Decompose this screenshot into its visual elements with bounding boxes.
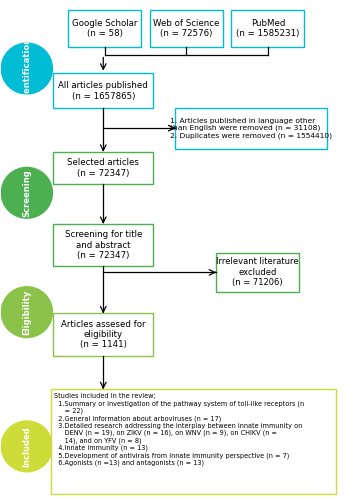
FancyBboxPatch shape [53, 314, 153, 356]
Text: Screening: Screening [22, 169, 32, 216]
Text: All articles published
(n = 1657865): All articles published (n = 1657865) [58, 81, 148, 100]
Text: Included: Included [22, 426, 32, 467]
Text: Eligibility: Eligibility [22, 290, 32, 335]
Text: Web of Science
(n = 72576): Web of Science (n = 72576) [153, 19, 219, 38]
Text: PubMed
(n = 1585231): PubMed (n = 1585231) [236, 19, 300, 38]
Text: Selected articles
(n = 72347): Selected articles (n = 72347) [67, 158, 139, 178]
FancyBboxPatch shape [53, 224, 153, 266]
Text: Articles assesed for
eligibility
(n = 1141): Articles assesed for eligibility (n = 11… [61, 320, 145, 350]
FancyBboxPatch shape [53, 74, 153, 108]
Ellipse shape [1, 42, 53, 94]
Ellipse shape [1, 420, 53, 472]
FancyBboxPatch shape [175, 108, 326, 148]
Text: Screening for title
and abstract
(n = 72347): Screening for title and abstract (n = 72… [64, 230, 142, 260]
Text: Google Scholar
(n = 58): Google Scholar (n = 58) [72, 19, 137, 38]
Text: 1. Articles published in language other
than English were removed (n = 31108)
2.: 1. Articles published in language other … [170, 118, 332, 139]
FancyBboxPatch shape [53, 152, 153, 184]
FancyBboxPatch shape [216, 253, 299, 292]
FancyBboxPatch shape [50, 389, 336, 494]
Text: Irrelevant literature
excluded
(n = 71206): Irrelevant literature excluded (n = 7120… [217, 258, 299, 288]
Text: Identification: Identification [22, 36, 32, 100]
Ellipse shape [1, 286, 53, 339]
FancyBboxPatch shape [231, 10, 304, 48]
Text: Studies included in the review;
  1.Summary or investigation of the pathway syst: Studies included in the review; 1.Summar… [54, 393, 304, 466]
FancyBboxPatch shape [150, 10, 223, 48]
Ellipse shape [1, 166, 53, 219]
FancyBboxPatch shape [68, 10, 141, 48]
